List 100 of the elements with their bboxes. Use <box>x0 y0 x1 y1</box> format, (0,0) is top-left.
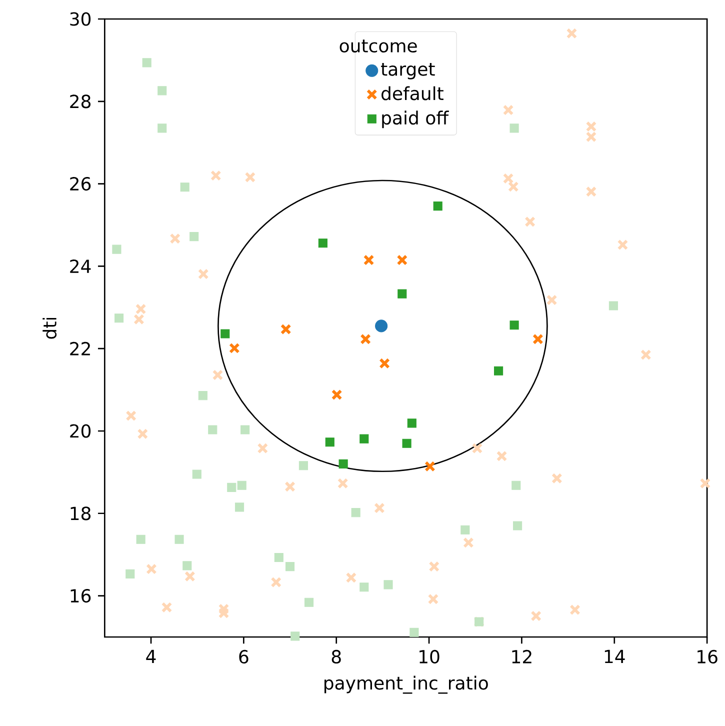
point <box>229 342 240 354</box>
point <box>137 428 148 440</box>
point <box>510 124 520 133</box>
point <box>408 418 417 428</box>
point <box>208 425 218 434</box>
point <box>396 254 408 266</box>
point <box>227 482 236 492</box>
point <box>424 461 436 472</box>
point <box>299 461 308 470</box>
point <box>398 289 407 298</box>
x-tick-label: 14 <box>605 650 626 664</box>
point <box>338 478 349 489</box>
point <box>220 329 230 338</box>
point <box>700 478 711 489</box>
point <box>364 254 374 266</box>
point <box>318 238 328 248</box>
point <box>609 301 618 310</box>
point <box>332 389 342 400</box>
point <box>238 480 247 490</box>
y-tick-label: 16 <box>71 588 91 603</box>
point <box>472 442 483 454</box>
legend-title: outcome <box>340 40 418 53</box>
point <box>198 391 208 400</box>
point <box>434 202 443 211</box>
point <box>134 314 145 325</box>
point <box>210 170 222 181</box>
point <box>326 438 335 447</box>
point <box>532 334 544 345</box>
point <box>513 521 522 530</box>
y-tick-label: 22 <box>70 342 90 356</box>
point <box>586 121 597 132</box>
point <box>146 564 158 574</box>
y-axis-title: dti <box>42 318 57 339</box>
point <box>162 602 172 613</box>
point <box>352 508 361 518</box>
point <box>244 172 256 183</box>
point <box>374 502 386 514</box>
point <box>360 582 369 592</box>
point <box>270 576 282 588</box>
point <box>546 294 558 306</box>
point <box>552 472 563 484</box>
point <box>235 502 244 512</box>
point <box>114 314 124 323</box>
point <box>126 410 137 422</box>
y-tick-label: 28 <box>70 94 91 108</box>
legend-label: target <box>381 62 436 80</box>
x-tick-label: 12 <box>512 650 532 664</box>
point <box>494 366 504 376</box>
point <box>640 349 652 360</box>
point <box>240 425 250 434</box>
point <box>360 334 372 345</box>
point <box>158 124 167 133</box>
point <box>428 561 440 572</box>
x-tick-label: 10 <box>420 650 440 664</box>
point <box>346 572 357 584</box>
point <box>375 320 388 332</box>
point <box>496 450 508 462</box>
point <box>304 598 314 607</box>
point <box>170 233 181 244</box>
point <box>339 459 348 468</box>
point <box>158 86 167 96</box>
point <box>274 552 284 562</box>
x-axis-title: payment_inc_ratio <box>324 676 488 694</box>
x-tick-label: 6 <box>239 650 249 664</box>
point <box>126 569 135 578</box>
point <box>257 442 268 454</box>
y-tick-label: 24 <box>70 260 91 273</box>
point <box>530 610 542 622</box>
point <box>428 594 439 605</box>
point <box>180 182 190 192</box>
point <box>136 304 146 314</box>
point <box>174 534 184 544</box>
point <box>402 438 412 448</box>
y-tick-label: 30 <box>70 12 91 26</box>
point <box>384 580 394 590</box>
point <box>512 480 521 490</box>
point <box>184 571 196 582</box>
point <box>463 537 474 548</box>
point <box>286 562 295 572</box>
point <box>190 232 199 242</box>
point <box>566 28 578 39</box>
point <box>290 632 300 641</box>
legend-label: default <box>382 86 444 100</box>
point <box>360 434 369 444</box>
y-tick-label: 26 <box>70 176 91 191</box>
point <box>524 216 536 228</box>
point <box>503 173 514 184</box>
x-tick-label: 16 <box>698 650 718 664</box>
legend-label: paid off <box>382 110 450 128</box>
point <box>586 131 597 142</box>
x-tick-label: 4 <box>146 650 156 664</box>
point <box>460 525 470 534</box>
point <box>508 181 520 192</box>
y-tick-label: 18 <box>71 506 91 520</box>
point <box>280 324 292 335</box>
point <box>586 186 597 198</box>
point <box>136 534 146 544</box>
point <box>379 358 390 369</box>
point <box>510 320 520 330</box>
point <box>142 58 152 68</box>
